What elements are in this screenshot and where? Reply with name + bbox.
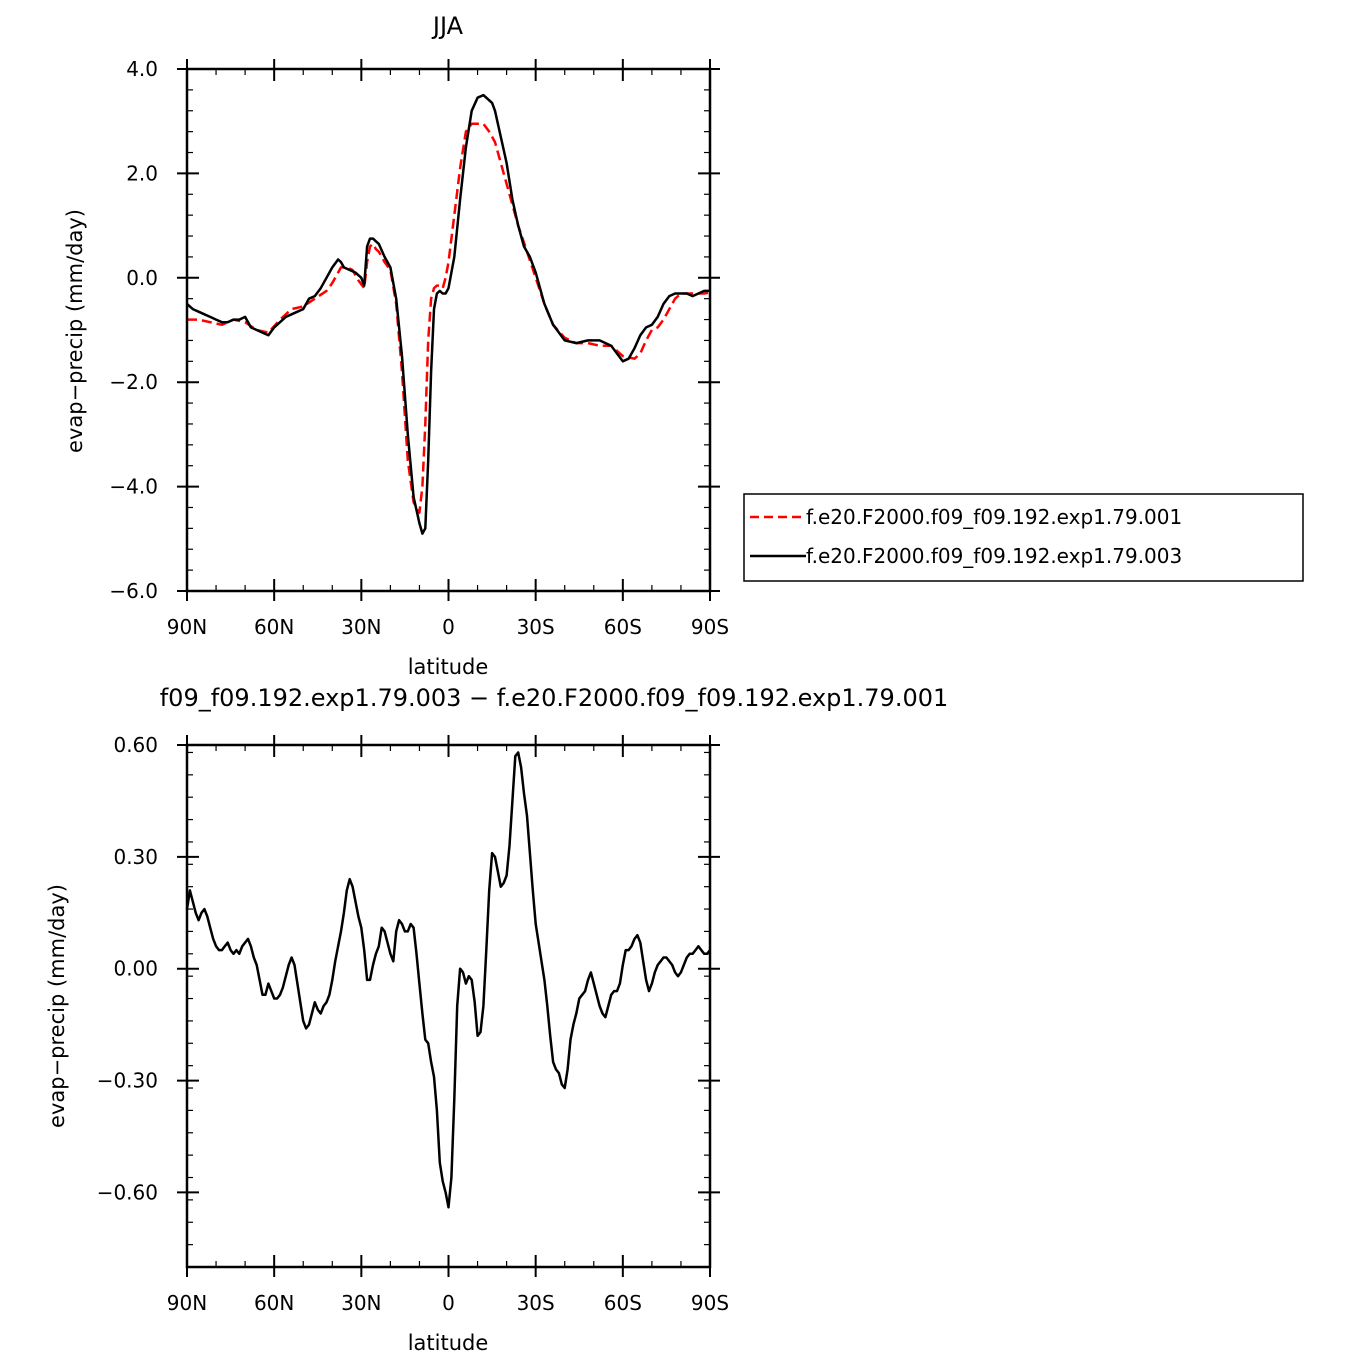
x-tick-label: 30S [517,1291,555,1315]
y-tick-label: 2.0 [126,161,158,185]
x-tick-label: 60N [254,615,294,639]
bottom-y-axis-label: evap−precip (mm/day) [45,884,69,1128]
x-tick-label: 30N [341,1291,381,1315]
top-panel: JJA −6.0 −4.0 −2.0 0.0 2.0 4.0 90N 60N 30N 0 30S 60… [63,12,729,679]
y-tick-label: −0.60 [97,1180,158,1204]
y-tick-label: 0.00 [113,957,158,981]
x-tick-label: 90N [167,615,207,639]
top-chart-title: JJA [431,12,464,40]
top-y-axis-label: evap−precip (mm/day) [63,209,87,453]
legend-box [743,493,1304,582]
series-line-1 [186,93,710,535]
bottom-chart-title: f09_f09.192.exp1.79.003 − f.e20.F2000.f0… [160,684,949,712]
y-tick-label: −2.0 [109,370,158,394]
x-tick-label: 30S [517,615,555,639]
bottom-plot-area: −0.60 −0.30 0.00 0.30 0.60 90N 60N 30N 0 30S 60S 90… [97,733,729,1315]
top-x-axis-label: latitude [408,655,489,679]
x-tick-label: 0 [442,615,455,639]
series-line-0 [185,751,711,1209]
bottom-x-axis-label: latitude [408,1331,489,1355]
legend-label-series-001: f.e20.F2000.f09_f09.192.exp1.79.001 [806,505,1182,529]
x-tick-label: 60N [254,1291,294,1315]
legend-label-series-003: f.e20.F2000.f09_f09.192.exp1.79.003 [806,544,1182,568]
y-tick-label: 0.60 [113,733,158,757]
plot-frame [185,743,712,1269]
series-line-0 [187,122,711,514]
x-tick-label: 60S [604,615,642,639]
x-tick-label: 90N [167,1291,207,1315]
x-tick-label: 90S [691,1291,729,1315]
top-plot-area: −6.0 −4.0 −2.0 0.0 2.0 4.0 90N 60N 30N 0 30S 60S 90S [109,57,729,639]
y-tick-label: −0.30 [97,1069,158,1093]
x-tick-label: 30N [341,615,381,639]
y-tick-label: 0.30 [113,845,158,869]
x-tick-label: 0 [442,1291,455,1315]
legend: f.e20.F2000.f09_f09.192.exp1.79.001 f.e2… [743,493,1304,582]
y-tick-label: −6.0 [109,579,158,603]
y-tick-label: −4.0 [109,475,158,499]
y-tick-label: 4.0 [126,57,158,81]
bottom-panel: f09_f09.192.exp1.79.003 − f.e20.F2000.f0… [45,684,948,1355]
x-tick-label: 60S [604,1291,642,1315]
plot-frame [185,67,712,593]
y-tick-label: 0.0 [126,266,158,290]
x-tick-label: 90S [691,615,729,639]
